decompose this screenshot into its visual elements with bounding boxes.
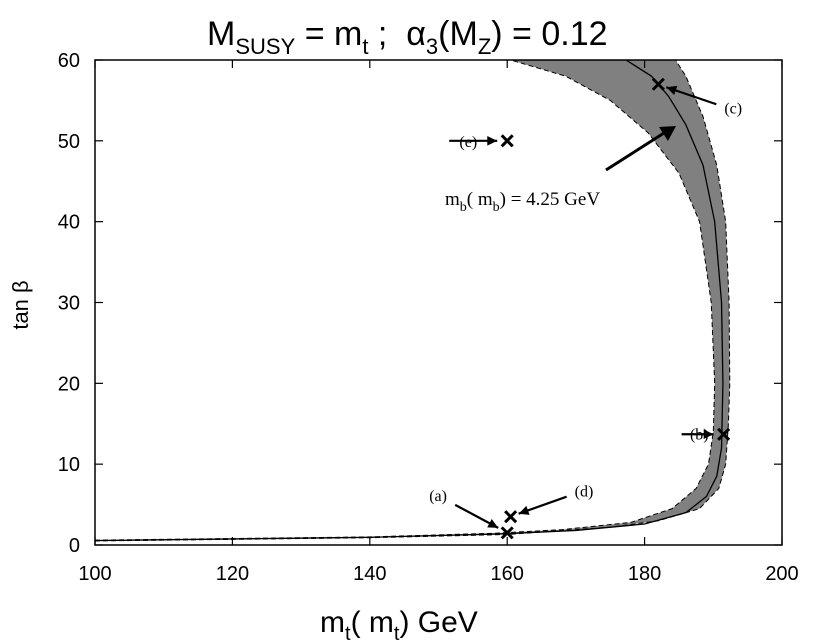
point-d-label: (d) bbox=[575, 484, 594, 501]
annot-mid: ( m bbox=[467, 189, 493, 210]
title-sep: ; bbox=[368, 15, 406, 53]
central-curve bbox=[94, 59, 724, 542]
x-tick-label: 140 bbox=[353, 563, 386, 585]
point-d-arrow-head bbox=[518, 505, 530, 515]
tick-layer: 100 120 140 160 180 200 0 10 20 30 40 50 60 bbox=[58, 50, 799, 585]
point-a-label: (a) bbox=[429, 488, 447, 505]
annotation-text: mb( mb) = 4.25 GeV bbox=[445, 189, 600, 215]
point-c-marker bbox=[651, 77, 665, 91]
curve-layer bbox=[94, 59, 731, 542]
title-main: M bbox=[207, 15, 235, 53]
point-d-marker bbox=[504, 510, 518, 524]
band-layer bbox=[95, 60, 730, 541]
y-axis-label: tan β bbox=[8, 280, 33, 329]
annot-sub2: b bbox=[493, 200, 500, 215]
point-e-marker bbox=[500, 134, 514, 148]
point-c-arrow-head bbox=[666, 85, 678, 95]
annotation-arrow-head bbox=[659, 126, 676, 141]
title-main-sub: SUSY bbox=[235, 34, 295, 59]
uncertainty-band bbox=[95, 60, 730, 541]
point-c-label: (c) bbox=[724, 100, 742, 117]
y-tick-label: 0 bbox=[69, 535, 80, 557]
title-alpha-sub: 3 bbox=[426, 34, 438, 59]
chart-title: MSUSY = mt ; α3(MZ) = 0.12 bbox=[207, 15, 608, 59]
xlabel-sub1: t bbox=[345, 623, 351, 643]
title-alpha: α bbox=[406, 15, 426, 53]
xlabel-end: ) GeV bbox=[399, 606, 477, 639]
point-b-arrow-head bbox=[703, 429, 714, 440]
annot-m: m bbox=[445, 189, 460, 210]
title-paren-sub: Z bbox=[478, 34, 491, 59]
annot-sub1: b bbox=[460, 200, 467, 215]
point-e-arrow-head bbox=[487, 136, 498, 146]
x-axis-label: mt( mt) GeV bbox=[320, 606, 478, 643]
x-tick-label: 100 bbox=[78, 563, 111, 585]
title-rest: ) = 0.12 bbox=[491, 15, 607, 53]
y-tick-label: 30 bbox=[58, 293, 80, 315]
marker-layer: (a) (b) (c) (d) (e) bbox=[429, 77, 742, 540]
title-paren-open: (M bbox=[438, 15, 478, 53]
boundary-curve-2 bbox=[94, 59, 716, 541]
point-a-marker bbox=[500, 526, 514, 540]
y-tick-label: 40 bbox=[58, 212, 80, 234]
xlabel-sub2: t bbox=[394, 623, 400, 643]
y-tick-label: 10 bbox=[58, 454, 80, 476]
point-b-marker bbox=[717, 427, 731, 441]
point-a-arrow-head bbox=[487, 518, 499, 528]
x-tick-label: 180 bbox=[628, 563, 661, 585]
xlabel-mid: ( m bbox=[351, 606, 394, 639]
point-e-label: (e) bbox=[459, 134, 477, 151]
x-tick-label: 160 bbox=[491, 563, 524, 585]
boundary-curve-1 bbox=[94, 59, 731, 542]
annot-end: ) = 4.25 GeV bbox=[500, 189, 601, 210]
title-eq1-sub: t bbox=[362, 34, 368, 59]
point-b-label: (b) bbox=[690, 426, 709, 443]
y-tick-label: 50 bbox=[58, 131, 80, 153]
y-tick-label: 60 bbox=[58, 50, 80, 72]
title-eq1: = m bbox=[295, 15, 362, 53]
x-tick-label: 200 bbox=[765, 563, 798, 585]
xlabel-m: m bbox=[320, 606, 345, 639]
annotation-arrow bbox=[605, 131, 665, 172]
y-tick-label: 20 bbox=[58, 373, 80, 395]
x-tick-label: 120 bbox=[216, 563, 249, 585]
